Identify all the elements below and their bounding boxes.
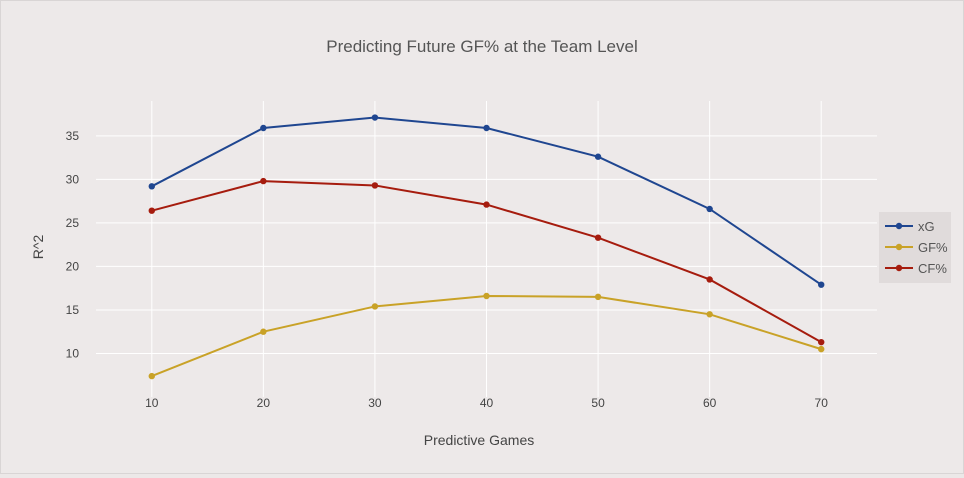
data-point[interactable] [260, 177, 267, 185]
data-point[interactable] [706, 311, 713, 318]
x-axis-title: Predictive Games [424, 432, 534, 448]
data-point[interactable] [371, 303, 379, 310]
data-point[interactable] [483, 292, 490, 300]
y-tick-label: 20 [66, 259, 80, 273]
data-point[interactable] [818, 338, 825, 346]
data-point[interactable] [371, 114, 379, 121]
legend-item[interactable]: CF% [885, 261, 947, 276]
legend-marker [895, 264, 903, 272]
x-tick-label: 70 [815, 396, 829, 410]
y-tick-label: 35 [66, 129, 80, 143]
data-point[interactable] [483, 124, 490, 132]
legend-item[interactable]: xG [885, 219, 935, 234]
x-tick-label: 60 [703, 396, 717, 410]
data-point[interactable] [148, 207, 155, 214]
data-point[interactable] [594, 153, 602, 160]
y-axis-title: R^2 [30, 235, 46, 260]
data-point[interactable] [148, 372, 155, 380]
x-tick-label: 50 [591, 396, 605, 410]
data-point[interactable] [260, 124, 267, 132]
series-gf- [148, 292, 825, 380]
x-axis-ticks: 10 20 30 40 50 60 70 [145, 396, 828, 410]
chart-title: Predicting Future GF% at the Team Level [326, 37, 638, 56]
legend-item[interactable]: GF% [885, 240, 948, 255]
y-tick-label: 30 [66, 172, 80, 186]
series-cf- [148, 177, 825, 346]
x-tick-label: 40 [480, 396, 494, 410]
legend-marker [895, 222, 903, 230]
data-point[interactable] [148, 183, 155, 190]
data-point[interactable] [483, 201, 490, 208]
legend-marker [895, 243, 903, 251]
data-point[interactable] [260, 328, 267, 335]
data-point[interactable] [594, 293, 602, 301]
data-point[interactable] [818, 345, 825, 353]
data-point[interactable] [371, 182, 379, 189]
legend-label: CF% [918, 261, 947, 276]
series-group [148, 114, 825, 380]
y-axis-ticks: 10 15 20 25 30 35 [66, 129, 80, 361]
y-tick-label: 10 [66, 346, 80, 360]
legend-label: xG [918, 219, 935, 234]
x-tick-label: 20 [257, 396, 271, 410]
data-point[interactable] [818, 281, 825, 288]
y-tick-label: 15 [66, 303, 80, 317]
data-point[interactable] [706, 276, 713, 283]
y-tick-label: 25 [66, 216, 80, 230]
legend-label: GF% [918, 240, 948, 255]
data-point[interactable] [706, 205, 713, 213]
data-point[interactable] [594, 234, 602, 241]
legend[interactable]: xG GF% CF% [879, 212, 951, 283]
x-tick-label: 10 [145, 396, 159, 410]
x-tick-label: 30 [368, 396, 382, 410]
series-xg [148, 114, 825, 288]
